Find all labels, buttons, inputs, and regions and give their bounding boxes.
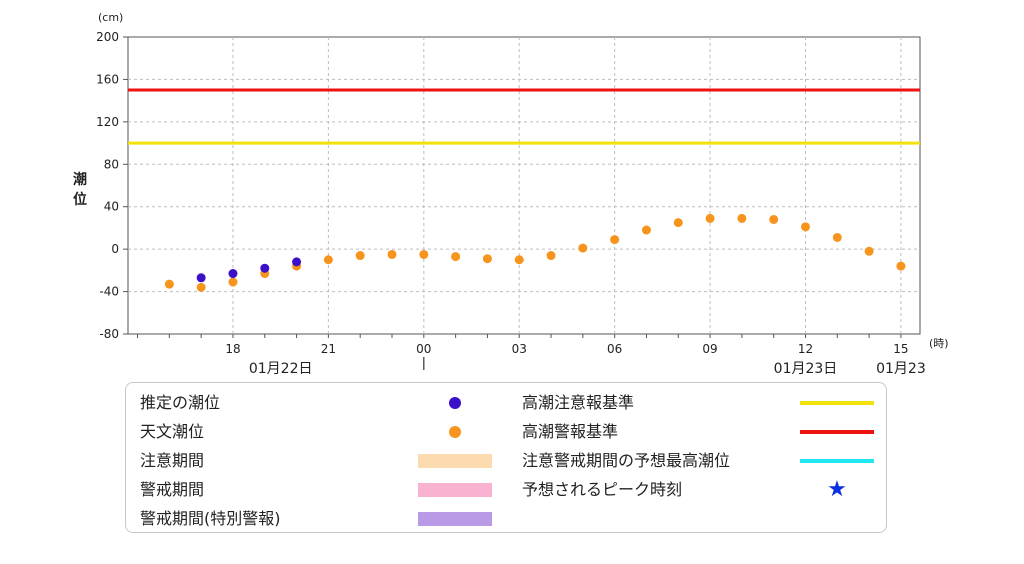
data-point	[578, 243, 588, 253]
legend-item: 高潮警報基準	[522, 418, 880, 446]
y-tick-label: -80	[99, 327, 119, 341]
data-point	[355, 251, 365, 261]
legend: 推定の潮位天文潮位注意期間警戒期間警戒期間(特別警報) 高潮注意報基準 高潮警報基…	[125, 382, 887, 533]
y-tick-label: 120	[96, 115, 119, 129]
legend-line	[800, 401, 874, 405]
y-tick-label: 40	[104, 200, 119, 214]
x-tick-label: 00	[416, 342, 431, 356]
data-point	[292, 257, 302, 267]
legend-bar	[418, 512, 492, 526]
x-tick-label: 12	[798, 342, 813, 356]
legend-label: 推定の潮位	[140, 393, 221, 412]
data-point	[228, 269, 238, 279]
legend-label: 高潮注意報基準	[522, 393, 635, 412]
legend-item: 警戒期間	[140, 476, 498, 504]
plot-area	[127, 36, 921, 335]
data-point	[228, 277, 238, 287]
legend-bar	[418, 483, 492, 497]
data-point	[196, 273, 206, 283]
y-axis-title-char: 潮	[73, 171, 87, 188]
legend-item: 高潮注意報基準	[522, 389, 880, 417]
star-icon: ★	[827, 477, 847, 502]
data-point	[196, 282, 206, 292]
data-point	[800, 222, 810, 232]
y-tick-label: 200	[96, 30, 119, 44]
x-tick-label: 09	[702, 342, 717, 356]
legend-line	[800, 459, 874, 463]
data-point	[482, 254, 492, 264]
legend-bar	[418, 454, 492, 468]
y-tick-label: 80	[104, 157, 119, 171]
x-tick-label: 21	[321, 342, 336, 356]
legend-label: 予想されるピーク時刻	[522, 480, 683, 499]
data-point	[387, 249, 397, 259]
legend-dot-symbol	[418, 418, 492, 446]
legend-label: 警戒期間	[140, 480, 205, 499]
date-label: 01月22日	[249, 361, 313, 377]
date-label: 01月23日	[774, 361, 838, 377]
data-point	[641, 225, 651, 235]
legend-line-symbol	[800, 418, 874, 446]
x-tick-label: 15	[893, 342, 908, 356]
legend-item: 予想されるピーク時刻 ★	[522, 476, 880, 504]
data-point	[323, 255, 333, 265]
y-tick-label: 160	[96, 72, 119, 86]
data-point	[419, 249, 429, 259]
legend-item: 注意期間	[140, 447, 498, 475]
x-unit-label: (時)	[929, 337, 949, 350]
legend-dot	[449, 397, 461, 409]
data-point	[896, 261, 906, 271]
x-tick-label: 18	[225, 342, 240, 356]
x-tick-label: 03	[512, 342, 527, 356]
y-tick-label: 0	[111, 242, 119, 256]
legend-bar-symbol	[418, 447, 492, 475]
y-axis-title-char: 位	[73, 191, 87, 208]
legend-label: 注意期間	[140, 451, 205, 470]
legend-bar-symbol	[418, 476, 492, 504]
legend-star-symbol: ★	[800, 476, 874, 504]
data-point	[514, 255, 524, 265]
legend-label: 高潮警報基準	[522, 422, 619, 441]
tide-chart: 200 160 120 80 40 0 -40 -80 (cm) 潮位 18 21 00 03 06 09 12…	[73, 11, 949, 377]
data-point	[769, 214, 779, 224]
legend-item: 推定の潮位	[140, 389, 498, 417]
legend-dot	[449, 426, 461, 438]
data-point	[610, 235, 620, 245]
legend-label: 注意警戒期間の予想最高潮位	[522, 451, 731, 470]
data-point	[546, 251, 556, 261]
legend-label: 警戒期間(特別警報)	[140, 509, 281, 528]
data-point	[260, 263, 270, 273]
y-unit-label: (cm)	[98, 11, 123, 24]
data-point	[673, 218, 683, 228]
legend-item: 注意警戒期間の予想最高潮位	[522, 447, 880, 475]
legend-item: 警戒期間(特別警報)	[140, 505, 498, 533]
data-point	[737, 213, 747, 223]
legend-line-symbol	[800, 447, 874, 475]
data-point	[832, 232, 842, 242]
legend-line-symbol	[800, 389, 874, 417]
legend-label: 天文潮位	[140, 422, 205, 441]
legend-bar-symbol	[418, 505, 492, 533]
data-point	[451, 252, 461, 262]
data-point	[164, 279, 174, 289]
y-tick-label: -40	[99, 285, 119, 299]
data-point	[705, 213, 715, 223]
date-label: 01月23	[876, 361, 926, 377]
legend-line	[800, 430, 874, 434]
data-point	[864, 246, 874, 256]
x-tick-label: 06	[607, 342, 622, 356]
legend-dot-symbol	[418, 389, 492, 417]
legend-item: 天文潮位	[140, 418, 498, 446]
